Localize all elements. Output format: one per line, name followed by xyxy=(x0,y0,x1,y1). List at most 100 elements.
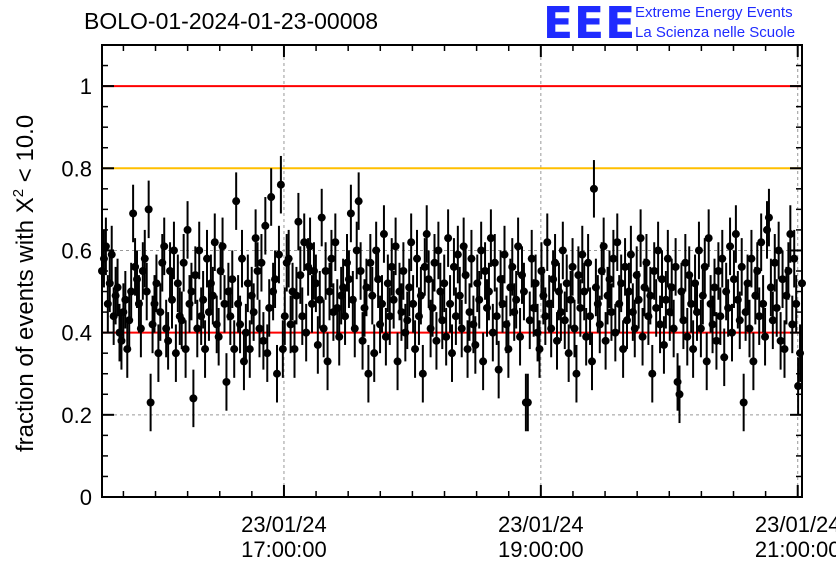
data-point xyxy=(768,316,777,325)
data-point xyxy=(724,303,733,312)
data-point xyxy=(273,369,281,378)
logo-line-1: Extreme Energy Events xyxy=(635,4,793,21)
data-point xyxy=(729,275,738,284)
data-point xyxy=(418,369,427,378)
x-tick-date-label: 23/01/24 xyxy=(755,512,836,537)
data-point xyxy=(181,345,190,354)
data-point xyxy=(461,271,470,280)
data-point xyxy=(731,230,740,239)
data-point xyxy=(465,308,474,317)
data-point xyxy=(271,275,280,284)
data-point xyxy=(263,349,272,358)
data-point xyxy=(331,238,340,247)
data-point xyxy=(654,246,663,255)
data-point xyxy=(389,295,398,304)
data-point xyxy=(265,303,274,312)
data-point xyxy=(553,336,561,345)
data-point xyxy=(127,287,136,296)
data-point xyxy=(788,320,797,329)
data-point xyxy=(356,267,365,275)
data-point xyxy=(743,279,752,288)
data-point xyxy=(516,332,525,341)
data-point xyxy=(739,398,748,407)
data-point xyxy=(471,340,480,349)
data-point xyxy=(574,271,583,280)
data-point xyxy=(551,258,560,267)
data-point xyxy=(694,246,703,255)
y-tick-label: 0.8 xyxy=(61,156,92,181)
data-point xyxy=(681,258,690,267)
data-point xyxy=(570,324,579,333)
data-point xyxy=(319,324,328,333)
data-point xyxy=(440,279,449,288)
data-point xyxy=(391,242,400,251)
data-point xyxy=(605,275,614,284)
data-point xyxy=(451,312,460,321)
data-point xyxy=(772,303,781,312)
data-point xyxy=(642,258,651,267)
data-point xyxy=(679,316,688,325)
data-point xyxy=(611,328,620,337)
data-point xyxy=(107,250,116,259)
data-point xyxy=(152,279,161,288)
data-point xyxy=(179,258,188,267)
data-point xyxy=(344,275,353,284)
data-point xyxy=(164,336,173,345)
data-point xyxy=(352,246,361,255)
data-point xyxy=(195,246,204,255)
data-point xyxy=(232,197,241,206)
data-point xyxy=(276,180,285,189)
data-point xyxy=(261,221,270,230)
data-point xyxy=(525,316,534,325)
logo-line-2: La Scienza nelle Scuole xyxy=(635,24,796,41)
data-point xyxy=(169,246,178,255)
data-point xyxy=(720,353,729,362)
data-point xyxy=(535,345,544,354)
data-point xyxy=(492,312,501,321)
data-point xyxy=(366,258,375,267)
data-point xyxy=(341,312,350,321)
data-point xyxy=(308,299,316,308)
data-point xyxy=(208,291,217,300)
data-point xyxy=(199,295,208,304)
x-tick-time-label: 21:00:00 xyxy=(755,537,836,562)
data-point xyxy=(519,287,528,296)
data-point xyxy=(566,295,575,304)
data-point xyxy=(154,349,163,358)
data-point xyxy=(191,271,200,280)
data-point xyxy=(168,295,176,304)
data-point xyxy=(488,328,497,337)
data-point xyxy=(381,332,390,341)
data-point xyxy=(350,324,359,333)
data-point xyxy=(634,295,643,304)
data-point xyxy=(675,390,684,399)
data-point xyxy=(601,336,610,345)
data-point xyxy=(430,258,439,267)
data-point xyxy=(613,238,622,247)
data-point xyxy=(230,345,239,354)
data-point xyxy=(422,230,431,239)
data-point xyxy=(531,279,540,288)
data-point xyxy=(770,258,779,267)
data-point xyxy=(652,303,661,312)
data-point xyxy=(210,238,219,247)
data-point xyxy=(609,254,618,263)
data-point xyxy=(638,332,647,341)
data-point xyxy=(424,275,433,284)
data-point xyxy=(201,345,210,354)
data-point xyxy=(177,316,186,325)
data-point xyxy=(683,332,692,341)
data-point xyxy=(780,345,789,354)
data-point xyxy=(475,295,484,304)
data-point xyxy=(776,336,785,345)
data-point xyxy=(630,324,639,333)
data-point xyxy=(704,234,713,243)
data-point xyxy=(658,275,666,284)
data-point xyxy=(300,238,309,247)
chart-title: BOLO-01-2024-01-23-00008 xyxy=(84,8,379,34)
eee-logo: EEE Extreme Energy Events La Scienza nel… xyxy=(543,0,833,49)
data-point xyxy=(220,299,229,308)
data-point xyxy=(321,267,330,275)
axis-ticks: 00.20.40.60.8123/01/2417:00:0023/01/2419… xyxy=(61,44,836,562)
